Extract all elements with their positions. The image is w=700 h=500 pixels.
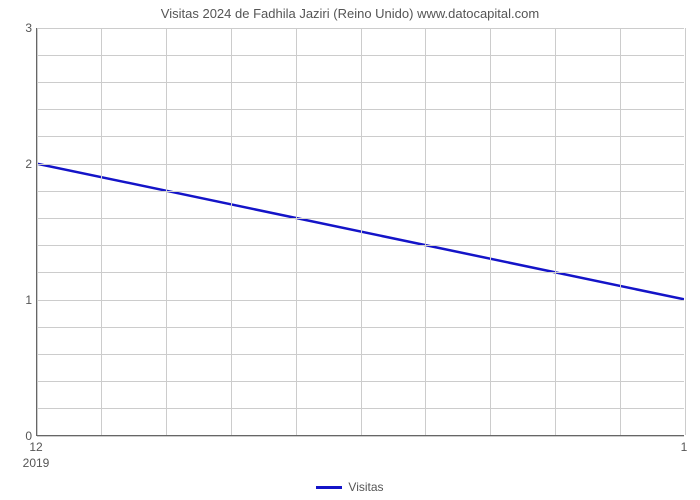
vgrid: [101, 28, 102, 435]
vgrid: [361, 28, 362, 435]
y-tick-label: 3: [4, 21, 32, 35]
y-tick-label: 2: [4, 157, 32, 171]
legend-swatch: [316, 486, 342, 489]
vgrid: [37, 28, 38, 435]
x-tick-year-label: 2019: [23, 456, 50, 470]
y-tick-label: 1: [4, 293, 32, 307]
legend: Visitas: [0, 479, 700, 494]
visits-line-chart: Visitas 2024 de Fadhila Jaziri (Reino Un…: [0, 0, 700, 500]
vgrid: [685, 28, 686, 435]
chart-title: Visitas 2024 de Fadhila Jaziri (Reino Un…: [0, 6, 700, 21]
vgrid: [425, 28, 426, 435]
x-tick-label: 12: [29, 440, 42, 454]
vgrid: [555, 28, 556, 435]
vgrid: [231, 28, 232, 435]
hgrid-major: [37, 436, 684, 437]
x-tick-label: 1: [681, 440, 688, 454]
vgrid: [296, 28, 297, 435]
vgrid: [620, 28, 621, 435]
legend-label: Visitas: [348, 480, 383, 494]
plot-area: [36, 28, 684, 436]
y-tick-label: 0: [4, 429, 32, 443]
vgrid: [490, 28, 491, 435]
vgrid: [166, 28, 167, 435]
